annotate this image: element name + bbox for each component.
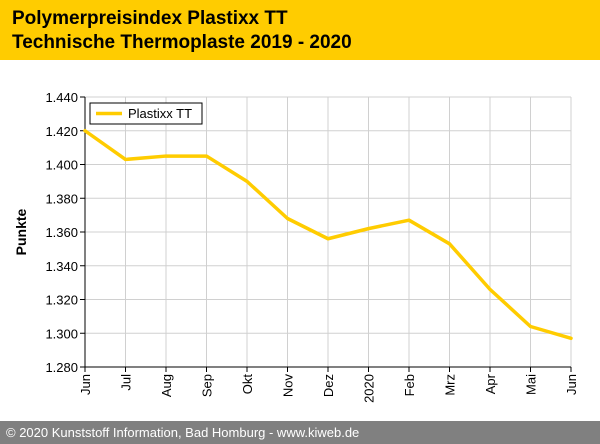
line-chart: 1.280 1.300 1.320 1.340 1.360 1.380 1.400 1.420… xyxy=(13,90,579,403)
chart-header: Polymerpreisindex Plastixx TT Technische… xyxy=(0,0,600,60)
x-tick-label: Apr xyxy=(483,373,498,394)
x-tick-label: Jun xyxy=(78,374,93,395)
data-point xyxy=(326,237,330,241)
x-tick-label: Feb xyxy=(402,374,417,396)
x-tick-label: Sep xyxy=(200,374,215,397)
data-point xyxy=(245,179,249,183)
y-tick-label: 1.400 xyxy=(45,158,78,173)
data-point xyxy=(529,325,533,329)
data-point xyxy=(205,154,209,158)
data-point xyxy=(448,242,452,246)
x-tick-label: Jul xyxy=(119,374,134,391)
footer-copyright: © 2020 Kunststoff Information, Bad Hombu… xyxy=(0,421,600,444)
x-tick-label: 2020 xyxy=(362,374,377,403)
series-line xyxy=(83,129,573,341)
data-point xyxy=(164,154,168,158)
y-tick-label: 1.300 xyxy=(45,326,78,341)
y-tick-label: 1.420 xyxy=(45,124,78,139)
y-tick-label: 1.380 xyxy=(45,191,78,206)
data-point xyxy=(569,336,573,340)
data-point xyxy=(83,129,87,133)
data-point xyxy=(367,227,371,231)
chart-title-line-2: Technische Thermoplaste 2019 - 2020 xyxy=(12,32,352,53)
legend-label: Plastixx TT xyxy=(128,106,192,121)
x-tick-label: Mai xyxy=(524,374,539,395)
x-tick-label: Mrz xyxy=(443,374,458,396)
x-tick-label: Nov xyxy=(281,374,296,398)
y-tick-label: 1.360 xyxy=(45,225,78,240)
y-tick-label: 1.280 xyxy=(45,360,78,375)
data-point xyxy=(286,217,290,221)
y-tick-label: 1.320 xyxy=(45,293,78,308)
data-point xyxy=(488,287,492,291)
data-point xyxy=(124,157,128,161)
x-tick-label: Jun xyxy=(564,374,579,395)
legend-box xyxy=(89,102,203,125)
y-axis-label: Punkte xyxy=(13,208,29,255)
x-tick-label: Dez xyxy=(321,374,336,397)
chart-area: 1.280 1.300 1.320 1.340 1.360 1.380 1.400 1.420… xyxy=(0,60,600,421)
x-tick-label: Aug xyxy=(159,374,174,397)
x-tick-label: Okt xyxy=(240,374,255,395)
y-tick-label: 1.440 xyxy=(45,90,78,105)
y-tick-label: 1.340 xyxy=(45,259,78,274)
chart-title-line-1: Polymerpreisindex Plastixx TT xyxy=(12,8,288,29)
data-point xyxy=(407,218,411,222)
